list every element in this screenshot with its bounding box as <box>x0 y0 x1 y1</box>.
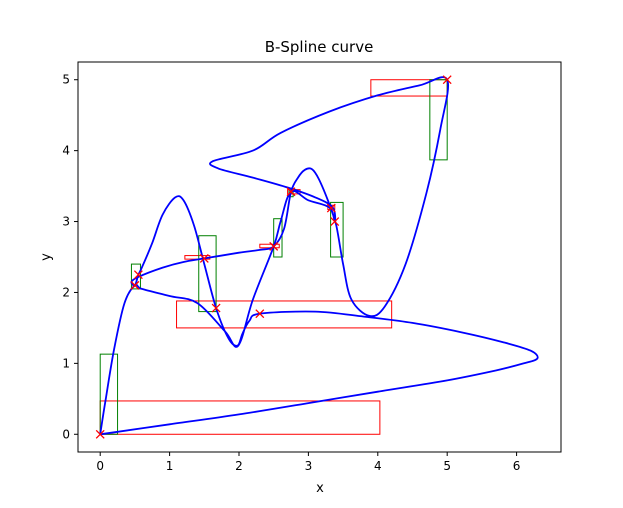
x-tick-label: 3 <box>305 459 313 473</box>
y-tick-label: 0 <box>62 427 70 441</box>
x-tick-label: 5 <box>443 459 451 473</box>
y-bounding-box <box>330 201 344 258</box>
intersection-marker <box>130 280 140 290</box>
x-tick-label: 0 <box>96 459 104 473</box>
y-tick-label: 4 <box>62 144 70 158</box>
x-axis-label: x <box>316 481 324 496</box>
x-bounding-box <box>176 300 393 329</box>
intersection-marker <box>133 270 143 280</box>
y-tick-label: 5 <box>62 73 70 87</box>
intersection-marker <box>286 187 296 197</box>
y-bounding-box <box>273 218 283 258</box>
x-tick-label: 2 <box>235 459 243 473</box>
intersection-marker <box>330 217 340 227</box>
intersection-marker <box>326 203 336 213</box>
y-tick-label: 3 <box>62 215 70 229</box>
intersection-marker <box>269 241 279 251</box>
axes-frame <box>77 61 562 453</box>
y-bounding-box <box>429 79 448 161</box>
intersection-marker <box>199 253 209 263</box>
y-tick-label: 2 <box>62 285 70 299</box>
x-tick-label: 1 <box>166 459 174 473</box>
y-tick-label: 1 <box>62 356 70 370</box>
x-tick-label: 6 <box>513 459 521 473</box>
intersection-marker <box>211 303 221 313</box>
plot-area: 0 1 2 3 4 5 6 0 1 2 3 4 5 <box>62 61 562 473</box>
intersection-marker <box>95 429 105 439</box>
intersection-marker <box>442 75 452 85</box>
intersection-marker <box>255 309 265 319</box>
x-tick-label: 4 <box>374 459 382 473</box>
bspline-curve-line <box>99 76 539 436</box>
y-axis-label: y <box>39 253 54 261</box>
y-bounding-box <box>99 353 119 435</box>
chart-title: B-Spline curve <box>265 38 374 56</box>
